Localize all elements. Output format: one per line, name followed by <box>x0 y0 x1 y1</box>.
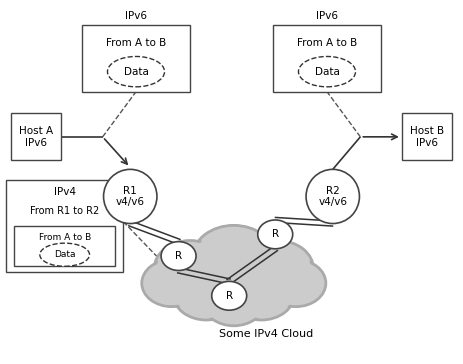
Ellipse shape <box>299 56 356 87</box>
Ellipse shape <box>40 243 89 266</box>
Circle shape <box>231 270 292 318</box>
Circle shape <box>228 268 294 320</box>
FancyBboxPatch shape <box>14 226 115 266</box>
Circle shape <box>202 277 265 326</box>
Ellipse shape <box>212 281 247 310</box>
Text: IPv6: IPv6 <box>316 11 338 20</box>
Circle shape <box>193 225 275 290</box>
Text: Data: Data <box>314 67 339 77</box>
Circle shape <box>268 261 324 305</box>
Circle shape <box>156 242 224 295</box>
Text: R: R <box>175 251 182 261</box>
Circle shape <box>144 261 200 305</box>
Text: IPv6: IPv6 <box>125 11 147 20</box>
Text: From R1 to R2: From R1 to R2 <box>30 206 99 215</box>
Text: Some IPv4 Cloud: Some IPv4 Cloud <box>219 329 313 339</box>
FancyBboxPatch shape <box>6 180 123 272</box>
Text: Data: Data <box>54 250 75 259</box>
Circle shape <box>154 241 226 297</box>
Text: R: R <box>225 291 233 301</box>
FancyBboxPatch shape <box>82 25 190 92</box>
Circle shape <box>244 242 311 295</box>
Text: R1
v4/v6: R1 v4/v6 <box>116 186 145 207</box>
Circle shape <box>195 228 272 288</box>
Circle shape <box>242 241 313 297</box>
Text: Host B
IPv6: Host B IPv6 <box>410 126 444 148</box>
Ellipse shape <box>161 242 196 270</box>
Text: From A to B: From A to B <box>38 233 91 242</box>
FancyBboxPatch shape <box>402 113 452 160</box>
Circle shape <box>175 270 237 318</box>
Text: Host A
IPv6: Host A IPv6 <box>19 126 53 148</box>
FancyBboxPatch shape <box>273 25 381 92</box>
Ellipse shape <box>258 220 293 249</box>
Circle shape <box>205 278 263 324</box>
Circle shape <box>173 268 239 320</box>
Text: IPv4: IPv4 <box>54 187 75 197</box>
Circle shape <box>266 260 326 306</box>
Ellipse shape <box>306 169 359 223</box>
Circle shape <box>142 260 201 306</box>
Ellipse shape <box>104 169 157 223</box>
Text: Data: Data <box>124 67 149 77</box>
Text: From A to B: From A to B <box>297 38 357 48</box>
FancyBboxPatch shape <box>11 113 61 160</box>
Text: R: R <box>272 229 279 240</box>
Text: From A to B: From A to B <box>106 38 166 48</box>
Ellipse shape <box>107 56 164 87</box>
Text: R2
v4/v6: R2 v4/v6 <box>318 186 347 207</box>
